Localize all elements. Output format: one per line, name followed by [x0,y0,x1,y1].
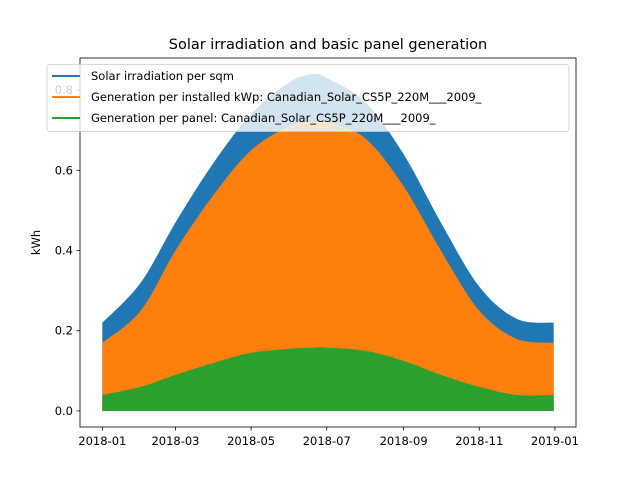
x-tick-label: 2018-01 [78,434,126,448]
y-tick-label: 0.6 [55,163,73,177]
x-tick-label: 2018-07 [303,434,351,448]
x-tick-label: 2018-03 [151,434,199,448]
series-area-3 [102,347,554,411]
chart-title: Solar irradiation and basic panel genera… [169,37,487,53]
legend-label-3: Generation per panel: Canadian_Solar_CS5… [91,111,436,125]
y-tick-label: 0.4 [55,244,73,258]
x-tick-label: 2018-09 [380,434,428,448]
x-axis: 2018-01 2018-03 2018-05 2018-07 2018-09 2018-… [78,427,579,448]
x-tick-label: 2019-01 [531,434,579,448]
x-tick-label: 2018-05 [227,434,275,448]
legend-label-2: Generation per installed kWp: Canadian_S… [91,90,482,104]
axes-frame [79,57,577,428]
y-axis-label: kWh [29,230,43,255]
legend-label-1: Solar irradiation per sqm [91,69,234,83]
legend: Solar irradiation per sqm Generation per … [46,64,570,132]
y-tick-label: 0.2 [55,324,73,338]
legend-box [46,64,570,132]
y-tick-label: 0.0 [55,404,73,418]
x-tick-label: 2018-11 [455,434,503,448]
plot-area [102,73,554,411]
series-area-2 [102,120,554,411]
